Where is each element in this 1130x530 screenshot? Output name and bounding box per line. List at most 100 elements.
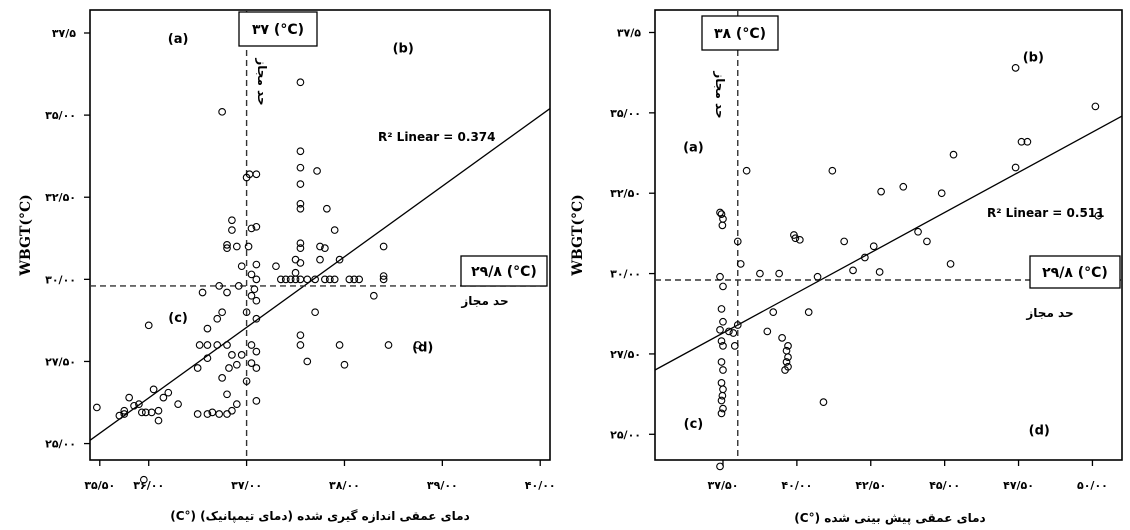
- right-data-point-21: [729, 329, 738, 337]
- left-data-point-99: [313, 167, 321, 175]
- right-data-point-51: [899, 182, 908, 191]
- right-fit-layer: [654, 115, 1123, 371]
- right-data-point-56: [949, 150, 958, 159]
- left-data-point-11: [154, 416, 163, 425]
- left-y-tick-label-1: ۲۷/۵۰: [45, 355, 76, 368]
- left-data-point-90: [296, 341, 305, 349]
- left-data-point-54: [247, 224, 256, 233]
- left-data-point-14: [164, 388, 173, 397]
- left-x-ticks: ۳۵/۵۰ ۳۶/۰۰ ۳۷/۰۰ ۳۸/۰۰ ۳۹/۰۰ ۴۰/۰۰: [84, 460, 556, 492]
- left-data-point-113: [379, 275, 388, 284]
- left-data-point-29: [195, 341, 204, 349]
- right-quadrant-label-3: (d): [1029, 423, 1050, 438]
- left-data-point-101: [330, 275, 339, 284]
- right-data-point-31: [778, 334, 786, 342]
- left-hline-label: ۲۹/۸ (°C): [471, 264, 537, 280]
- right-data-point-57: [1011, 64, 1020, 72]
- left-data-point-40: [223, 288, 231, 297]
- left-data-point-38: [213, 314, 222, 323]
- left-data-point-31: [213, 341, 222, 349]
- right-hline-label-box: ۲۹/۸ (°C): [1029, 255, 1121, 289]
- right-data-point-61: [1091, 102, 1100, 111]
- right-y-ticks: ۲۵/۰۰ ۲۷/۵۰ ۳۰/۰۰ ۳۲/۵۰ ۳۵/۰۰ ۳۷/۵: [610, 27, 655, 441]
- left-data-point-67: [252, 364, 261, 372]
- left-data-point-97: [321, 244, 329, 252]
- left-data-point-108: [355, 275, 363, 284]
- left-hline-note: حد مجاز: [460, 294, 508, 308]
- left-data-point-80: [296, 239, 305, 248]
- right-data-point-17: [719, 404, 727, 413]
- right-x-tick-label-0: ۳۷/۵۰: [708, 479, 739, 492]
- left-fit-label: R² Linear = 0.374: [378, 130, 496, 144]
- right-data-point-35: [784, 353, 792, 361]
- left-data-point-62: [242, 308, 251, 317]
- left-x-tick-label-2: ۳۷/۰۰: [231, 479, 262, 492]
- left-data-point-6: [135, 400, 143, 409]
- left-data-point-42: [215, 282, 224, 290]
- left-data-point-15: [174, 400, 182, 409]
- right-data-point-1: [717, 210, 726, 218]
- left-plot-frame: [89, 9, 551, 461]
- left-data-point-61: [252, 296, 261, 305]
- left-data-point-63: [252, 314, 261, 323]
- right-data-point-43: [819, 398, 828, 406]
- left-quadrant-label-1: (b): [393, 42, 414, 57]
- right-y-tick-label-1: ۲۷/۵۰: [610, 348, 641, 361]
- left-data-point-28: [203, 354, 212, 363]
- left-data-point-65: [252, 347, 261, 356]
- right-data-point-7: [719, 317, 727, 326]
- left-data-point-2: [120, 410, 129, 418]
- right-data-point-42: [813, 272, 822, 281]
- right-x-tick-label-2: ۴۲/۵۰: [855, 479, 886, 492]
- left-data-point-30: [203, 341, 212, 349]
- left-y-tick-label-5: ۳۷/۵: [52, 27, 76, 40]
- left-data-point-91: [303, 357, 312, 366]
- right-data-point-46: [849, 266, 857, 275]
- left-vline-label-box: ۳۷ (°C): [238, 11, 318, 47]
- right-scatter-panel: ۳۷/۵۰ ۴۰/۰۰ ۴۲/۵۰ ۴۵/۰۰ ۴۷/۵۰ ۵۰/۰۰ ۲۵/۰۰ ۲۷/۵…: [570, 9, 1123, 525]
- left-data-point-18: [193, 410, 202, 418]
- right-data-point-3: [718, 221, 727, 230]
- left-data-point-45: [223, 241, 231, 249]
- right-x-tick-label-4: ۴۷/۵۰: [1003, 479, 1034, 492]
- right-data-point-40: [795, 235, 804, 244]
- right-quadrant-label-0: (a): [683, 140, 704, 155]
- left-data-point-79: [296, 244, 305, 252]
- left-data-point-8: [141, 408, 150, 417]
- right-x-axis-label: دمای عمقی پیش بینی شده (°C): [794, 511, 985, 525]
- left-data-point-20: [208, 408, 217, 417]
- right-y-tick-label-3: ۳۲/۵۰: [610, 187, 641, 200]
- right-fit-label: R² Linear = 0.511: [987, 206, 1105, 220]
- right-data-point-48: [869, 242, 878, 251]
- right-data-point-6: [717, 305, 726, 313]
- right-data-point-36: [782, 358, 791, 366]
- right-data-point-12: [719, 366, 727, 374]
- left-data-point-23: [228, 406, 236, 415]
- right-data-point-33: [784, 342, 792, 350]
- right-quadrant-label-1: (b): [1023, 50, 1044, 65]
- left-x-axis-label: دمای عمقی اندازه گیری شده (دمای تیمپانیک…: [170, 509, 470, 523]
- left-data-point-57: [252, 260, 261, 269]
- right-data-point-62: [1094, 211, 1103, 220]
- right-data-point-58: [1011, 163, 1020, 172]
- right-quadrant-label-2: (c): [684, 417, 704, 432]
- right-data-point-14: [719, 385, 727, 394]
- left-data-point-58: [247, 270, 256, 279]
- left-data-point-9: [147, 408, 156, 417]
- right-hline-label: ۲۹/۸ (°C): [1042, 265, 1108, 281]
- left-data-point-76: [296, 275, 305, 284]
- right-data-point-30: [775, 269, 783, 278]
- left-data-point-72: [277, 275, 285, 284]
- left-data-point-85: [296, 180, 305, 188]
- left-data-point-77: [303, 275, 312, 284]
- left-data-point-100: [323, 204, 331, 213]
- right-x-tick-label-3: ۴۵/۰۰: [929, 479, 960, 492]
- left-data-point-27: [193, 364, 202, 372]
- left-quadrant-label-0: (a): [168, 32, 189, 47]
- right-data-point-20: [725, 327, 733, 336]
- left-data-point-25: [232, 400, 241, 409]
- right-y-tick-label-4: ۳۵/۰۰: [610, 107, 641, 120]
- left-data-point-70: [247, 291, 256, 300]
- left-data-point-43: [198, 288, 207, 297]
- left-data-point-46: [228, 226, 236, 234]
